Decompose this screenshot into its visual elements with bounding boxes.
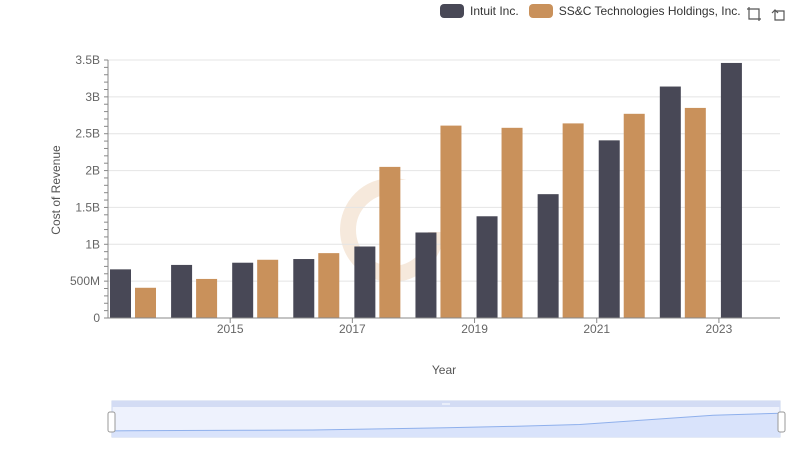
bar-intuit[interactable] <box>354 246 376 318</box>
bar-intuit[interactable] <box>659 86 681 318</box>
legend-item-intuit[interactable]: Intuit Inc. <box>440 4 519 18</box>
bar-intuit[interactable] <box>537 194 559 318</box>
range-handle-right[interactable] <box>777 411 786 433</box>
bar-ssc[interactable] <box>440 125 462 318</box>
bar-intuit[interactable] <box>110 269 131 318</box>
x-tick-label: 2023 <box>706 322 733 336</box>
bar-intuit[interactable] <box>598 140 620 318</box>
x-tick-label: 2015 <box>217 322 244 336</box>
y-tick-label: 0 <box>93 311 100 325</box>
bar-ssc[interactable] <box>379 166 401 318</box>
y-tick-label: 2.5B <box>75 127 100 141</box>
y-tick-label: 1.5B <box>75 200 100 214</box>
bar-intuit[interactable] <box>415 232 437 318</box>
bar-ssc[interactable] <box>257 259 279 318</box>
bar-ssc[interactable] <box>501 127 523 319</box>
legend-label-ssc: SS&C Technologies Holdings, Inc. <box>558 4 741 18</box>
bar-intuit[interactable] <box>293 259 315 318</box>
zoom-select-icon[interactable] <box>746 6 762 22</box>
y-axis-title: Cost of Revenue <box>49 145 63 235</box>
bar-ssc[interactable] <box>196 278 218 318</box>
bar-ssc[interactable] <box>684 107 706 319</box>
range-slider-line <box>111 412 781 432</box>
range-slider[interactable] <box>107 400 786 438</box>
bar-intuit[interactable] <box>171 264 193 318</box>
chart-toolbar <box>746 6 786 22</box>
x-axis-title: Year <box>432 363 456 377</box>
legend-swatch-ssc <box>528 4 553 18</box>
bar-ssc[interactable] <box>623 113 645 318</box>
x-tick-label: 2017 <box>339 322 366 336</box>
bar-ssc[interactable] <box>318 253 340 318</box>
legend: Intuit Inc. SS&C Technologies Holdings, … <box>440 4 741 18</box>
bar-ssc[interactable] <box>135 287 156 318</box>
x-tick-label: 2021 <box>583 322 610 336</box>
zoom-reset-icon[interactable] <box>770 6 786 22</box>
bar-intuit[interactable] <box>476 216 498 318</box>
legend-swatch-intuit <box>440 4 464 18</box>
bar-intuit[interactable] <box>720 62 742 318</box>
y-tick-label: 500M <box>70 274 100 288</box>
y-tick-label: 3B <box>85 90 100 104</box>
range-handle-left[interactable] <box>107 411 116 433</box>
y-tick-label: 1B <box>85 237 100 251</box>
y-tick-label: 2B <box>85 164 100 178</box>
legend-item-ssc[interactable]: SS&C Technologies Holdings, Inc. <box>528 4 741 18</box>
bar-ssc[interactable] <box>562 123 584 318</box>
bar-intuit[interactable] <box>232 262 254 318</box>
x-tick-label: 2019 <box>461 322 488 336</box>
legend-label-intuit: Intuit Inc. <box>470 4 519 18</box>
range-slider-area <box>112 413 780 437</box>
y-tick-label: 3.5B <box>75 53 100 67</box>
